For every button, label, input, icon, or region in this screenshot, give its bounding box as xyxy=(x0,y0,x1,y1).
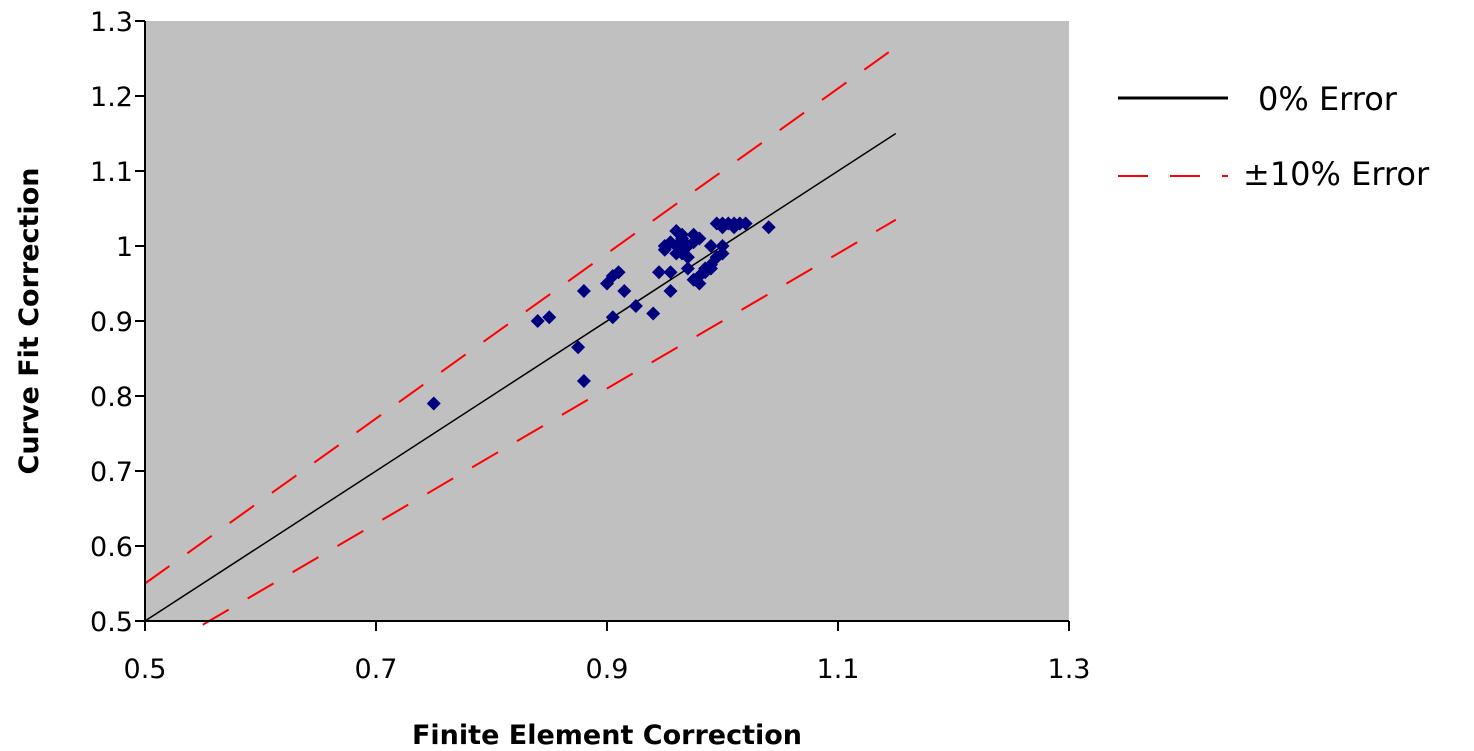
x-tick-label: 0.9 xyxy=(586,654,629,685)
data-point xyxy=(680,250,695,265)
data-point xyxy=(530,314,545,328)
data-point xyxy=(715,239,730,253)
data-point xyxy=(576,284,591,298)
data-point xyxy=(669,246,684,261)
data-point xyxy=(628,299,643,313)
data-point xyxy=(646,306,661,321)
x-tick-label: 1.3 xyxy=(1048,654,1091,685)
x-tick-label: 1.1 xyxy=(817,654,860,685)
y-tick-label: 1.1 xyxy=(90,157,133,188)
axes xyxy=(135,20,1070,631)
data-point xyxy=(738,216,753,231)
data-point xyxy=(692,276,707,291)
y-tick-label: 0.9 xyxy=(90,307,133,338)
legend-label-1: ±10% Error xyxy=(1243,155,1430,193)
y-tick-label: 0.8 xyxy=(90,382,133,413)
data-point xyxy=(426,396,441,411)
data-point xyxy=(542,310,557,325)
data-point xyxy=(571,340,586,355)
data-point xyxy=(617,284,632,298)
y-tick-label: 0.7 xyxy=(90,457,133,488)
data-points xyxy=(426,216,776,411)
data-point xyxy=(761,220,776,235)
data-point xyxy=(715,216,730,231)
x-tick-label: 0.7 xyxy=(355,654,398,685)
x-tick-labels: 0.5 0.7 0.9 1.1 1.3 xyxy=(124,654,1091,685)
x-axis-title: Finite Element Correction xyxy=(412,720,802,751)
y-tick-label: 0.6 xyxy=(90,532,133,563)
zero-error-line xyxy=(144,132,897,622)
legend: 0% Error ±10% Error xyxy=(1118,80,1430,193)
data-point xyxy=(703,239,718,253)
data-point xyxy=(663,284,678,298)
y-axis-title: Curve Fit Correction xyxy=(14,168,45,475)
y-tick-label: 1.2 xyxy=(90,82,133,113)
data-point xyxy=(605,310,620,325)
y-tick-label: 0.5 xyxy=(90,607,133,638)
data-point xyxy=(680,261,695,276)
x-tick-label: 0.5 xyxy=(124,654,167,685)
data-point xyxy=(675,227,690,242)
y-tick-label: 1.3 xyxy=(90,7,133,38)
data-point xyxy=(651,265,666,280)
data-point xyxy=(576,374,591,388)
error-band-line xyxy=(202,218,897,626)
data-point xyxy=(611,265,626,280)
data-point xyxy=(686,235,701,250)
data-point xyxy=(709,250,724,265)
data-point xyxy=(663,265,678,280)
reference-lines xyxy=(144,46,897,626)
legend-label-0: 0% Error xyxy=(1258,80,1398,118)
y-tick-label: 1 xyxy=(116,232,133,263)
y-tick-labels: 0.5 0.6 0.7 0.8 0.9 1 1.1 1.2 1.3 xyxy=(90,7,133,638)
